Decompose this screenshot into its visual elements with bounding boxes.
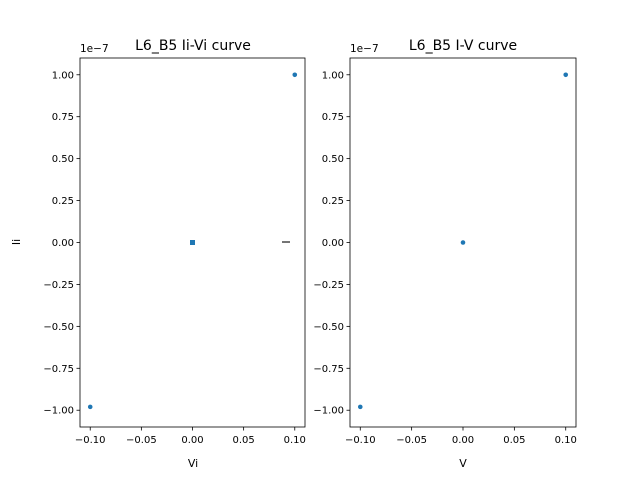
right-y-tick-label: 1.00 [322,70,344,81]
right-y-tick-label: −0.25 [313,280,344,291]
left-y-offset-label: 1e−7 [80,43,109,55]
left-y-tick-label: −0.25 [43,280,74,291]
left-plot-frame [79,57,306,428]
right-x-tick-label: −0.10 [345,435,376,446]
left-x-tick-label: 0.00 [181,435,203,446]
left-chart-title: L6_B5 Ii-Vi curve [135,38,251,54]
right-y-tick-label: 0.50 [322,154,344,165]
left-subplot: L6_B5 Ii-Vi curve 1e−7 −0.10 −0.05 0.00 0.0… [10,38,306,470]
right-y-axis-label: I [280,240,293,243]
right-x-tick-label: −0.05 [396,435,427,446]
right-data-point [357,404,363,410]
left-y-tick-label: 1.00 [52,70,74,81]
right-ticks: −0.10 −0.05 0.00 0.05 0.10 −1.00 −0.75 −0.50 −0.… [313,70,577,446]
right-y-tick-label: 0.25 [322,196,344,207]
left-y-tick-label: 0.50 [52,154,74,165]
right-subplot: L6_B5 I-V curve 1e−7 −0.10 −0.05 0.00 0.05 0… [280,38,577,470]
left-x-tick-label: −0.10 [75,435,106,446]
left-data-point [87,404,93,410]
left-x-tick-label: 0.05 [233,435,255,446]
left-y-tick-label: 0.25 [52,196,74,207]
left-y-tick-label: −0.50 [43,322,74,333]
left-y-tick-label: −1.00 [43,406,74,417]
right-x-tick-label: 0.00 [452,435,474,446]
left-y-tick-label: 0.75 [52,112,74,123]
left-data-point [292,72,298,78]
left-y-tick-label: −0.75 [43,364,74,375]
left-y-axis-label: Ii [10,239,23,245]
left-y-tick-label: 0.00 [52,238,74,249]
right-x-tick-label: 0.10 [555,435,577,446]
left-x-tick-label: 0.10 [284,435,306,446]
right-y-tick-label: −0.75 [313,364,344,375]
right-y-tick-label: 0.00 [322,238,344,249]
right-data-point [563,72,569,78]
right-x-tick-label: 0.05 [503,435,525,446]
right-y-tick-label: −0.50 [313,322,344,333]
left-data-point [190,240,195,245]
left-points [87,72,298,410]
right-y-tick-label: −1.00 [313,406,344,417]
left-x-axis-label: Vi [188,457,198,470]
right-y-offset-label: 1e−7 [350,43,379,55]
left-x-tick-label: −0.05 [126,435,157,446]
right-x-axis-label: V [459,457,467,470]
right-plot-frame [349,57,577,428]
right-data-point [460,240,466,245]
right-chart-title: L6_B5 I-V curve [409,38,517,54]
right-points [357,72,569,410]
right-y-tick-label: 0.75 [322,112,344,123]
left-ticks: −0.10 −0.05 0.00 0.05 0.10 −1.00 −0.75 −0.50 −0.… [43,70,306,446]
